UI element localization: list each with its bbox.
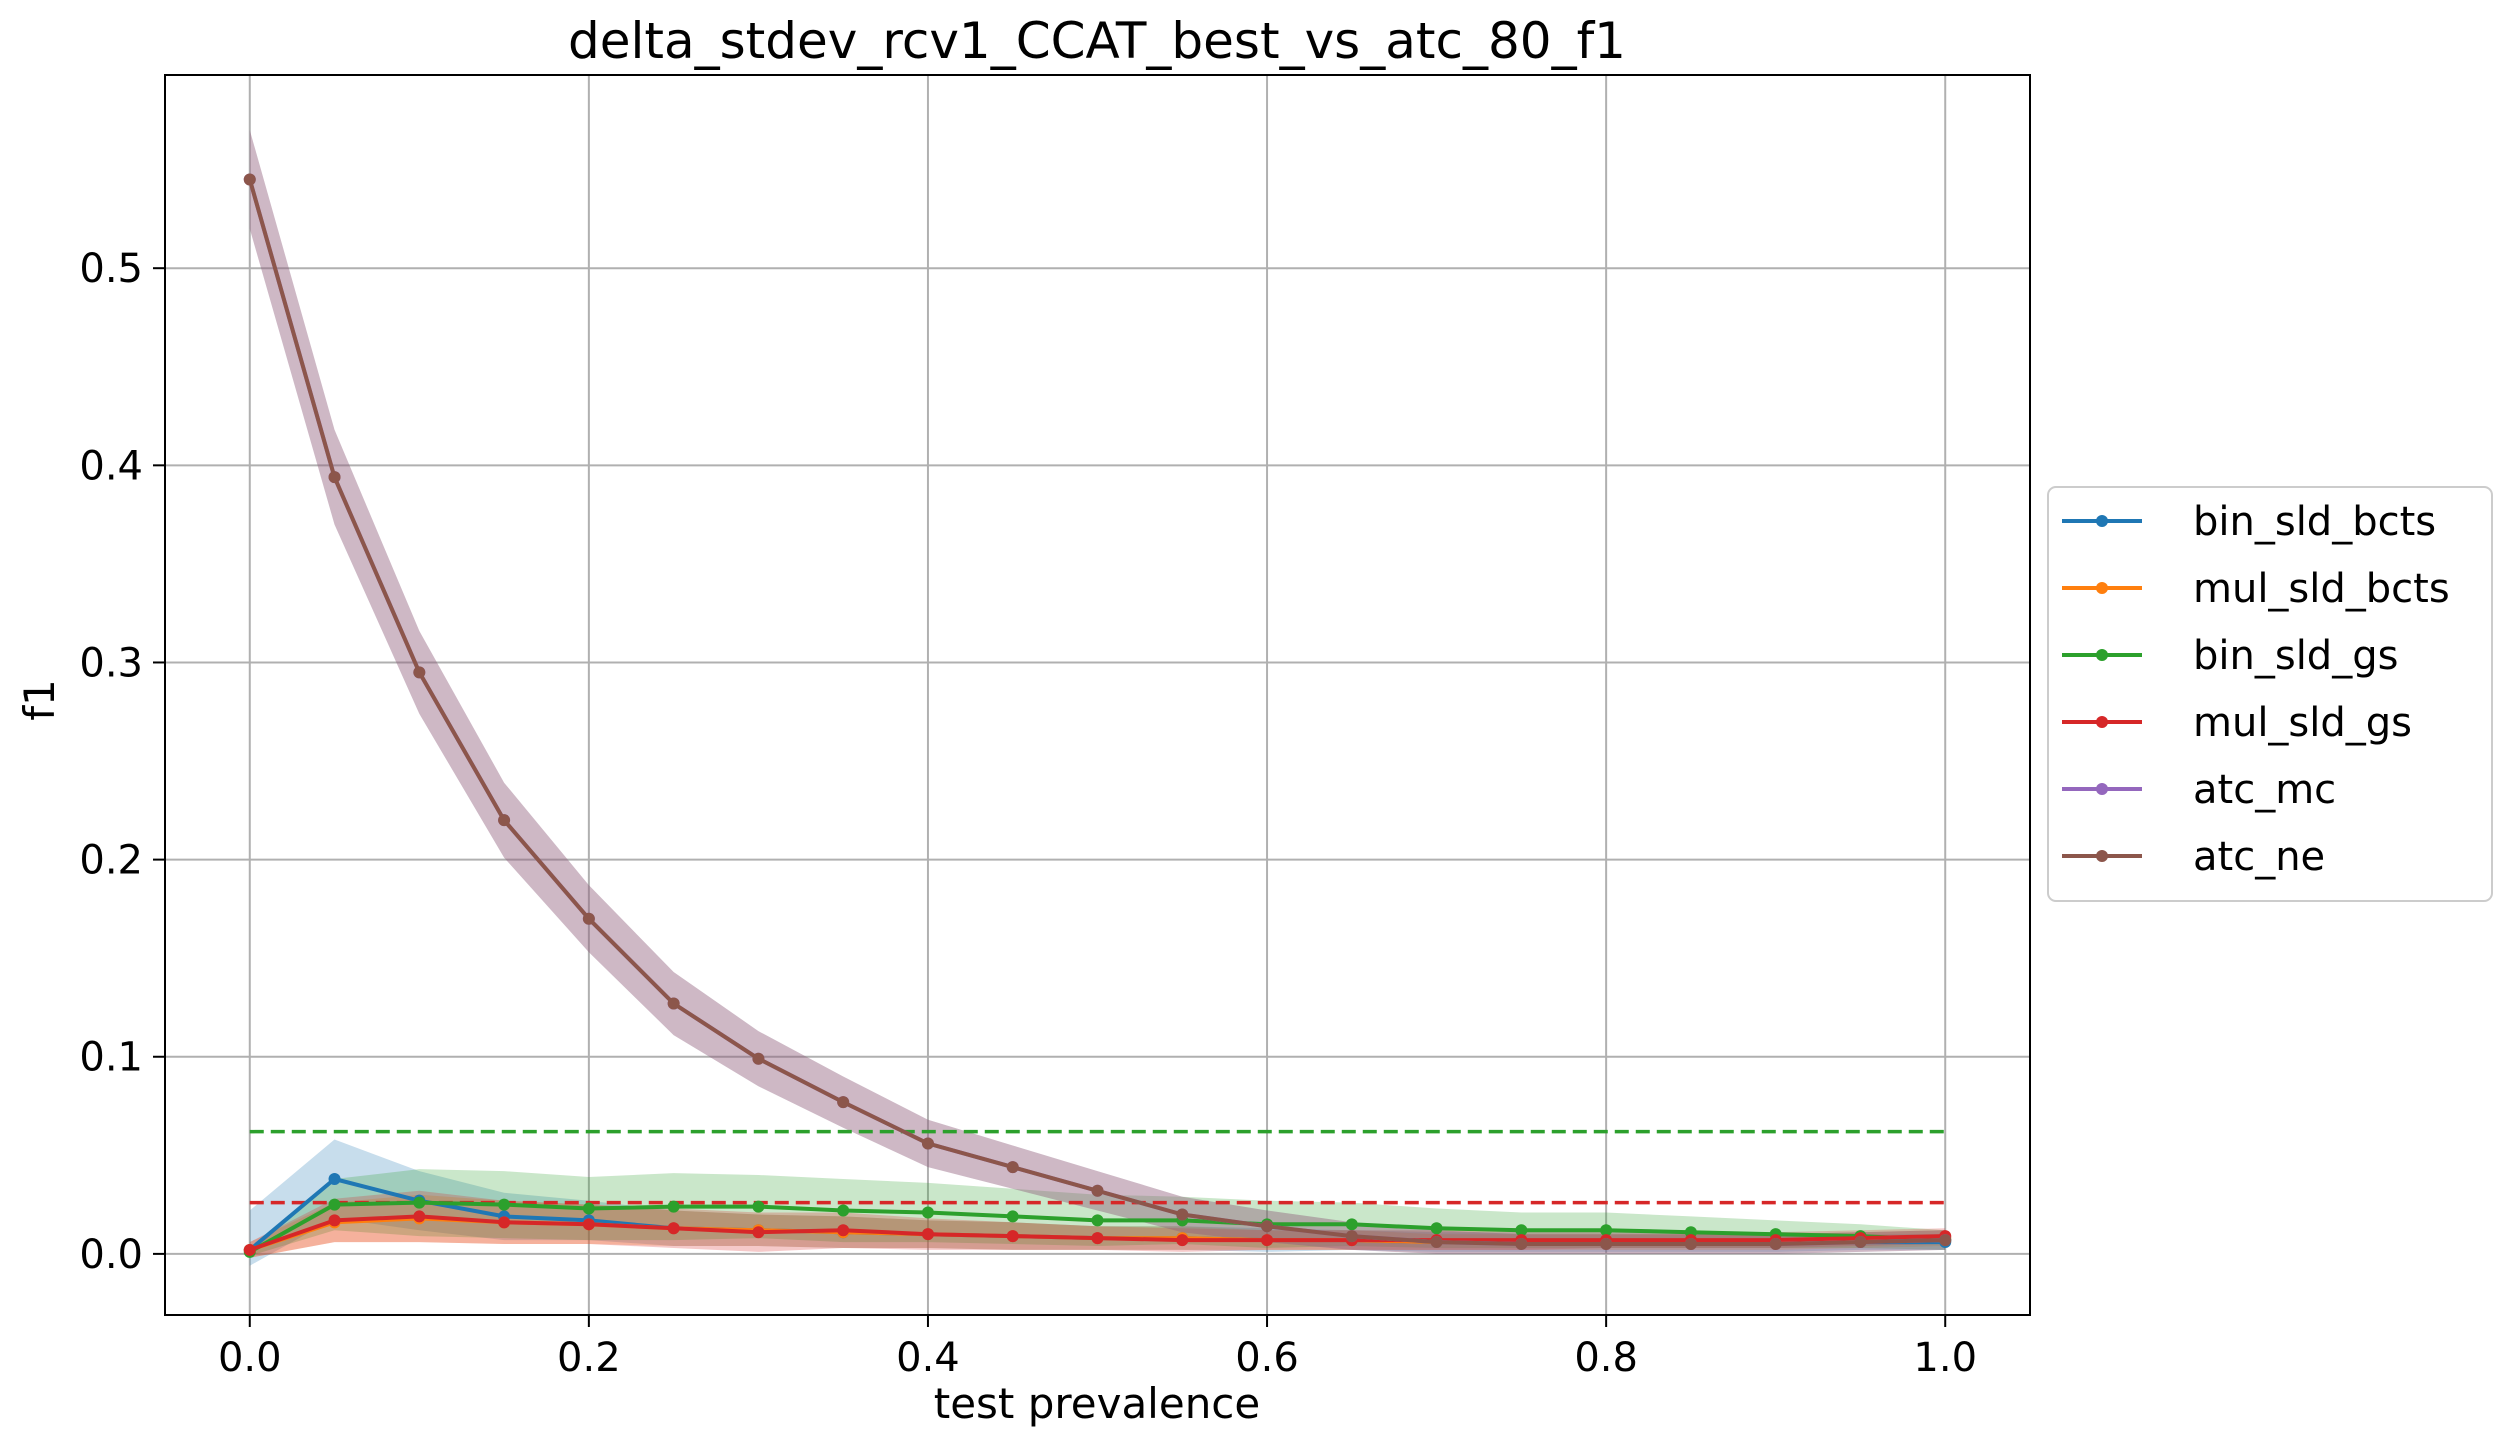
y-tick-label: 0.2: [79, 838, 143, 884]
y-tick-label: 0.0: [79, 1232, 143, 1278]
point-mul_sld_gs: [1006, 1230, 1019, 1243]
point-atc_ne: [1091, 1184, 1104, 1197]
point-mul_sld_gs: [243, 1243, 256, 1256]
point-atc_ne: [1684, 1238, 1697, 1251]
point-bin_sld_gs: [667, 1200, 680, 1213]
legend-label: atc_mc: [2193, 767, 2336, 813]
y-tick-label: 0.4: [79, 443, 143, 489]
point-atc_ne: [1854, 1236, 1867, 1249]
legend-marker: [2096, 582, 2108, 594]
point-bin_sld_bcts: [328, 1172, 341, 1185]
x-tick-label: 0.0: [218, 1335, 282, 1381]
legend-marker: [2096, 515, 2108, 527]
y-tick-label: 0.3: [79, 640, 143, 686]
point-bin_sld_gs: [413, 1196, 426, 1209]
band-atc_ne: [249, 130, 1946, 1254]
legend-box: [2047, 486, 2493, 902]
point-mul_sld_gs: [667, 1222, 680, 1235]
point-atc_ne: [582, 912, 595, 925]
point-bin_sld_gs: [1515, 1224, 1528, 1237]
point-bin_sld_gs: [498, 1198, 511, 1211]
point-atc_ne: [243, 173, 256, 186]
point-atc_ne: [921, 1137, 934, 1150]
point-mul_sld_gs: [1091, 1232, 1104, 1245]
point-atc_ne: [498, 814, 511, 827]
point-atc_ne: [1769, 1238, 1782, 1251]
x-axis-label: test prevalence: [934, 1379, 1261, 1428]
point-atc_ne: [752, 1052, 765, 1065]
y-axis-label: f1: [15, 679, 64, 721]
x-tick-label: 0.6: [1235, 1335, 1299, 1381]
y-tick-label: 0.1: [79, 1035, 143, 1081]
point-atc_ne: [1176, 1208, 1189, 1221]
plot-frame: [164, 74, 2031, 1316]
chart-title: delta_stdev_rcv1_CCAT_best_vs_atc_80_f1: [568, 12, 1626, 70]
reference-lines: [249, 1129, 1946, 1205]
x-tick-label: 1.0: [1913, 1335, 1977, 1381]
series-lines: [243, 173, 1952, 1258]
point-atc_ne: [1261, 1220, 1274, 1233]
point-atc_ne: [1430, 1236, 1443, 1249]
point-bin_sld_gs: [1345, 1218, 1358, 1231]
point-atc_ne: [413, 666, 426, 679]
line-atc_mc: [247, 178, 1946, 1246]
legend-label: atc_ne: [2193, 834, 2325, 880]
legend-marker: [2096, 783, 2108, 795]
point-mul_sld_gs: [413, 1210, 426, 1223]
grid: [165, 75, 2030, 1315]
x-tick-label: 0.4: [896, 1335, 960, 1381]
legend-label: mul_sld_gs: [2193, 700, 2412, 746]
legend-marker: [2096, 716, 2108, 728]
point-atc_ne: [328, 471, 341, 484]
x-tick-label: 0.2: [557, 1335, 621, 1381]
series-atc_ne: [243, 173, 1952, 1251]
legend-label: bin_sld_bcts: [2193, 499, 2436, 545]
point-bin_sld_gs: [921, 1206, 934, 1219]
legend: bin_sld_bcts mul_sld_bcts bin_sld_gs mul_sl…: [2047, 486, 2493, 902]
point-bin_sld_gs: [1430, 1222, 1443, 1235]
point-mul_sld_gs: [328, 1214, 341, 1227]
point-atc_ne: [667, 997, 680, 1010]
point-mul_sld_gs: [837, 1224, 850, 1237]
point-atc_ne: [1345, 1230, 1358, 1243]
legend-label: bin_sld_gs: [2193, 633, 2398, 679]
legend-marker: [2096, 850, 2108, 862]
point-bin_sld_gs: [1006, 1210, 1019, 1223]
point-mul_sld_gs: [921, 1228, 934, 1241]
point-bin_sld_gs: [1091, 1214, 1104, 1227]
point-atc_ne: [1515, 1238, 1528, 1251]
point-bin_sld_gs: [837, 1204, 850, 1217]
point-bin_sld_gs: [328, 1198, 341, 1211]
point-atc_ne: [1006, 1161, 1019, 1174]
line-atc_ne: [247, 178, 1946, 1246]
point-mul_sld_gs: [1176, 1234, 1189, 1247]
series-atc_mc: [243, 173, 1952, 1251]
point-mul_sld_gs: [582, 1218, 595, 1231]
point-bin_sld_gs: [1600, 1224, 1613, 1237]
point-mul_sld_gs: [498, 1216, 511, 1229]
point-mul_sld_gs: [1261, 1234, 1274, 1247]
confidence-bands: [249, 130, 1946, 1266]
point-mul_sld_gs: [752, 1226, 765, 1239]
point-bin_sld_gs: [752, 1200, 765, 1213]
y-tick-label: 0.5: [79, 246, 143, 292]
point-atc_ne: [1600, 1238, 1613, 1251]
point-atc_ne: [837, 1096, 850, 1109]
legend-label: mul_sld_bcts: [2193, 566, 2450, 612]
point-bin_sld_gs: [582, 1202, 595, 1215]
x-tick-label: 0.8: [1574, 1335, 1638, 1381]
axis-ticks: 0.0 0.2 0.4 0.6 0.8 1.0 0.0 0.1 0.2 0.3 0.4 0.5: [79, 246, 1977, 1381]
legend-marker: [2096, 649, 2108, 661]
band-atc_mc: [249, 130, 1946, 1254]
point-atc_ne: [1939, 1234, 1952, 1247]
